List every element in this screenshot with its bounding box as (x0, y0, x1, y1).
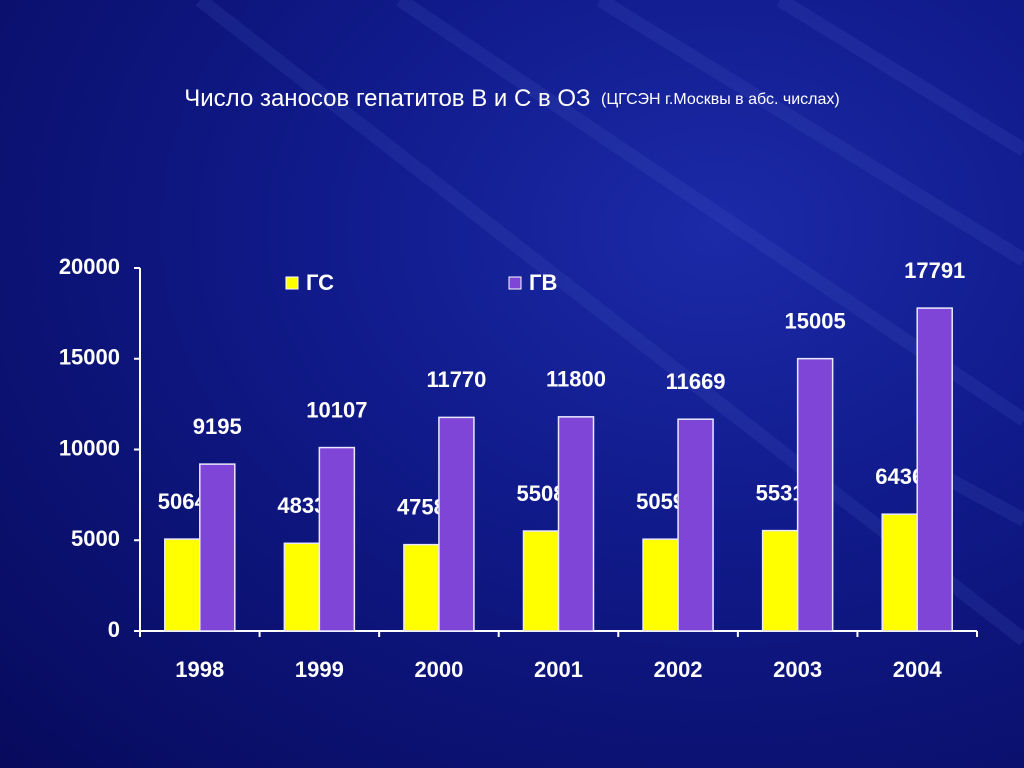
value-label: 9195 (193, 414, 242, 439)
x-tick-label: 2004 (893, 657, 943, 682)
value-label: 4758 (397, 494, 446, 519)
y-tick-label: 0 (108, 617, 120, 642)
y-tick-label: 10000 (59, 435, 120, 460)
chart-title: Число заносов гепатитов В и С в ОЗ (184, 85, 590, 112)
x-tick-label: 2003 (773, 657, 822, 682)
value-label: 11770 (426, 367, 486, 392)
x-tick-label: 1998 (175, 657, 224, 682)
x-tick-label: 2001 (534, 657, 583, 682)
y-tick-label: 15000 (59, 345, 120, 370)
y-tick-label: 20000 (59, 254, 120, 279)
bar (318, 446, 356, 632)
bar (283, 542, 321, 632)
legend-swatch (508, 276, 522, 290)
legend-swatch (285, 276, 299, 290)
x-tick-label: 2002 (654, 657, 703, 682)
value-label: 10107 (306, 397, 367, 422)
x-tick-label: 2000 (414, 657, 463, 682)
bar (642, 538, 679, 632)
bar (796, 357, 834, 632)
value-label: 11669 (666, 369, 726, 394)
value-label: 11800 (546, 367, 606, 392)
bar (881, 513, 918, 632)
bar (557, 416, 595, 632)
value-label: 5531 (756, 480, 805, 505)
value-label: 5508 (517, 481, 566, 506)
value-label: 4833 (277, 493, 326, 518)
bar (916, 307, 953, 632)
bar (403, 543, 440, 632)
chart-subtitle: (ЦГСЭН г.Москвы в абс. числах) (601, 91, 840, 108)
bar (199, 463, 236, 632)
bar (438, 416, 475, 632)
bar (677, 418, 714, 632)
bar (522, 530, 560, 632)
value-label: 6436 (875, 464, 924, 489)
legend-label: ГС (306, 270, 334, 295)
y-tick-label: 5000 (71, 526, 120, 551)
legend-label: ГВ (529, 270, 557, 295)
value-label: 15005 (785, 308, 846, 333)
bar (761, 529, 799, 632)
chart-title-line: Число заносов гепатитов В и С в ОЗ (ЦГСЭ… (184, 85, 839, 112)
value-label: 17791 (904, 258, 965, 283)
value-label: 5059 (636, 489, 685, 514)
x-tick-label: 1999 (295, 657, 344, 682)
bar (164, 538, 201, 632)
